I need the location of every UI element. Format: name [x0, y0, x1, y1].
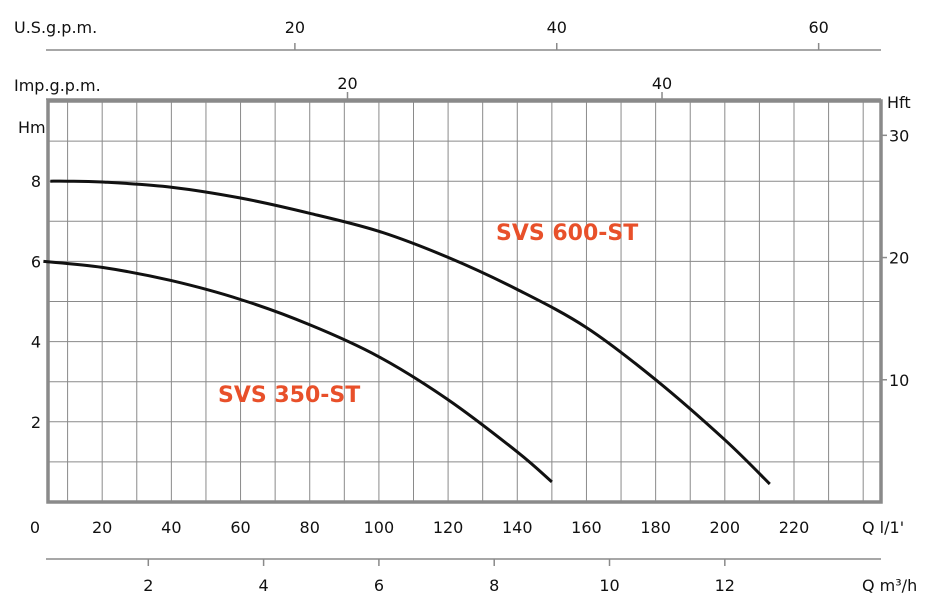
m3h-tick-label: 10	[599, 576, 619, 595]
series-line-svs-350-st	[43, 259, 553, 484]
secondary-y-ticks: 10 20 30	[881, 126, 909, 390]
us-gpm-ticks: 20 40 60	[285, 18, 829, 50]
secondary-y-tick-label: 20	[889, 249, 909, 268]
x-tick-label: 140	[502, 518, 533, 537]
us-tick-label: 40	[547, 18, 567, 37]
m3h-tick-label: 6	[374, 576, 384, 595]
x-tick-label: 80	[300, 518, 320, 537]
x-tick-label: 20	[92, 518, 112, 537]
plot-frame	[46, 99, 883, 504]
imp-gpm-axis-label: Imp.g.p.m.	[14, 76, 101, 95]
y-tick-label: 2	[31, 413, 41, 432]
secondary-y-axis-label: Hft	[887, 93, 911, 112]
imp-gpm-ticks: 20 40	[337, 74, 672, 99]
us-tick-label: 20	[285, 18, 305, 37]
y-axis-label: Hm	[18, 118, 46, 137]
m3h-tick-label: 12	[715, 576, 735, 595]
grid	[48, 101, 881, 502]
x-tick-label: 160	[571, 518, 602, 537]
x-tick-label: 60	[230, 518, 250, 537]
y-tick-label: 8	[31, 172, 41, 191]
x-tick-label: 180	[640, 518, 671, 537]
x-tick-label: 200	[710, 518, 741, 537]
imp-tick-label: 40	[652, 74, 672, 93]
m3h-tick-label: 8	[489, 576, 499, 595]
m3h-tick-label: 4	[259, 576, 269, 595]
imp-tick-label: 20	[337, 74, 357, 93]
x-tick-label: 0	[30, 518, 40, 537]
x-tick-label: 220	[779, 518, 810, 537]
x-tick-label: 40	[161, 518, 181, 537]
us-tick-label: 60	[808, 18, 828, 37]
series-label-svs-350-st: SVS 350-ST	[218, 383, 360, 408]
secondary-y-tick-label: 30	[889, 126, 909, 145]
x-axis-label: Q l/1'	[862, 518, 904, 537]
m3h-ticks: 2 4 6 8 10 12	[143, 559, 735, 595]
series-curves	[43, 179, 771, 486]
series-line-svs-600-st	[50, 179, 771, 486]
x-ticks: 0 20 40 60 80 100 120 140 160 180 200 220	[30, 518, 809, 537]
us-gpm-axis-label: U.S.g.p.m.	[14, 18, 97, 37]
m3h-tick-label: 2	[143, 576, 153, 595]
m3h-axis-label: Q m³/h	[862, 576, 917, 595]
x-tick-label: 120	[433, 518, 464, 537]
y-ticks: 2 4 6 8	[31, 172, 41, 432]
secondary-y-tick-label: 10	[889, 371, 909, 390]
series-label-svs-600-st: SVS 600-ST	[496, 221, 638, 246]
x-tick-label: 100	[364, 518, 395, 537]
y-tick-label: 6	[31, 252, 41, 271]
y-tick-label: 4	[31, 333, 41, 352]
